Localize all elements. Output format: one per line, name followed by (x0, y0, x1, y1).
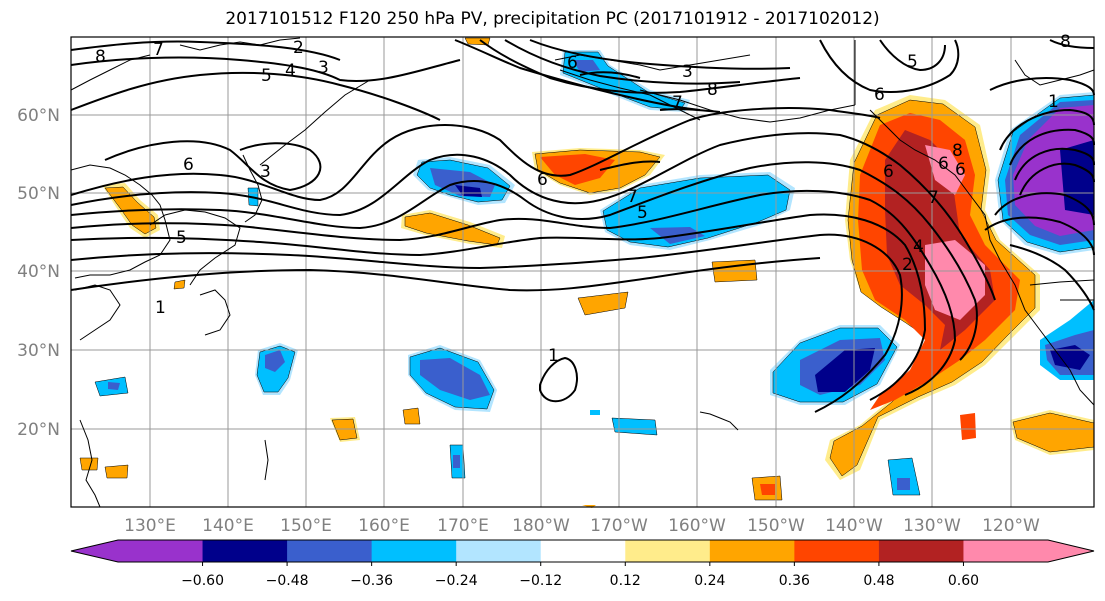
colorbar-swatch (456, 540, 542, 562)
lat-label-30n: 30°N (17, 341, 60, 361)
contour-label: 6 (938, 154, 949, 174)
contour-label: 7 (627, 187, 638, 207)
colorbar-swatch (794, 540, 880, 562)
colorbar-tick-label: −0.24 (435, 573, 478, 589)
colorbar-swatch (118, 540, 204, 562)
lon-label: 150°E (280, 516, 332, 536)
lon-label: 160°W (668, 516, 726, 536)
colorbar-extend-left (71, 540, 118, 562)
contour-label: 6 (537, 170, 548, 190)
colorbar-swatch (540, 540, 626, 562)
colorbar-swatch (963, 540, 1049, 562)
lon-label: 170°E (437, 516, 489, 536)
colorbar-tick-label: 0.48 (863, 573, 894, 589)
lat-label-40n: 40°N (17, 262, 60, 282)
contour-label: 5 (907, 52, 918, 72)
contour-label: 3 (318, 58, 329, 78)
contour-label: 6 (567, 53, 578, 73)
contour-label: 1 (155, 298, 166, 318)
contour-label: 8 (952, 141, 963, 161)
lat-label-20n: 20°N (17, 420, 60, 440)
contour-label: 7 (928, 188, 939, 208)
contour-label: 6 (183, 155, 194, 175)
contour-label: 6 (874, 85, 885, 105)
lat-label-50n: 50°N (17, 184, 60, 204)
contour-labels: 8 7 2 3 4 5 6 3 8 6 5 6 3 6 5 7 5 1 1 6 … (95, 32, 1071, 366)
contour-label: 6 (883, 162, 894, 182)
colorbar-swatch (202, 540, 288, 562)
contour-label: 3 (682, 62, 693, 82)
contour-label: 6 (955, 160, 966, 180)
colorbar-tick-label: 0.36 (779, 573, 810, 589)
lon-label: 130°E (124, 516, 176, 536)
lon-label: 120°W (982, 516, 1040, 536)
colorbar-swatch (709, 540, 795, 562)
contour-label: 2 (902, 255, 913, 275)
lon-label: 140°W (825, 516, 883, 536)
contour-label: 4 (285, 61, 296, 81)
contour-label: 7 (672, 93, 683, 113)
lon-label: 160°E (358, 516, 410, 536)
colorbar-swatch (878, 540, 964, 562)
contour-label: 8 (1060, 32, 1071, 52)
colorbar-tick-label: −0.48 (266, 573, 309, 589)
colorbar-tick-label: 0.24 (694, 573, 725, 589)
lon-label: 170°W (590, 516, 648, 536)
contour-label: 3 (260, 162, 271, 182)
lon-label: 180°W (512, 516, 570, 536)
contour-label: 1 (1048, 92, 1059, 112)
contour-label: 8 (707, 80, 718, 100)
colorbar-swatch (287, 540, 373, 562)
contour-label: 5 (637, 203, 648, 223)
pv-contours (70, 39, 1095, 413)
colorbar: −0.60 −0.48 −0.36 −0.24 −0.12 0.12 0.24 0.36 0.4… (70, 539, 1095, 589)
contour-label: 5 (176, 228, 187, 248)
contour-label: 5 (261, 66, 272, 86)
colorbar-outline (70, 539, 1095, 563)
colorbar-swatch (625, 540, 711, 562)
contour-label: 2 (293, 38, 304, 58)
lon-label: 130°W (903, 516, 961, 536)
lon-label: 140°E (202, 516, 254, 536)
figure-title: 2017101512 F120 250 hPa PV, precipitatio… (225, 9, 880, 29)
colorbar-tick-label: 0.60 (948, 573, 979, 589)
colorbar-tick-label: −0.36 (350, 573, 393, 589)
colorbar-tick-label: −0.12 (519, 573, 562, 589)
contour-label: 1 (548, 346, 559, 366)
lon-label: 150°W (747, 516, 805, 536)
longitude-labels: 130°E 140°E 150°E 160°E 170°E 180°W 170°… (124, 516, 1040, 536)
colorbar-tick-label: 0.12 (610, 573, 641, 589)
colorbar-swatch (371, 540, 457, 562)
contour-label: 4 (913, 237, 924, 257)
map-frame (70, 36, 1095, 508)
contour-label: 7 (153, 40, 164, 60)
colorbar-extend-right (1048, 540, 1094, 562)
lat-label-60n: 60°N (17, 106, 60, 126)
contour-label: 8 (95, 47, 106, 67)
latitude-labels: 60°N 50°N 40°N 30°N 20°N (17, 106, 60, 440)
colorbar-tick-label: −0.60 (181, 573, 224, 589)
